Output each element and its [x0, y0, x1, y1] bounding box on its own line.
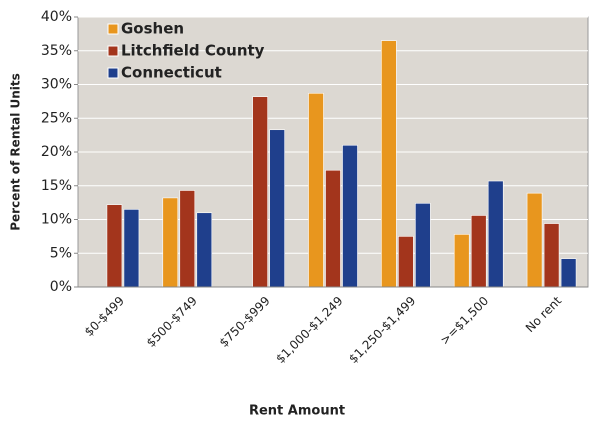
bar [325, 169, 341, 288]
legend-label: Litchfield County [121, 42, 265, 60]
bar [269, 129, 285, 288]
bar [470, 215, 487, 288]
bar [415, 203, 431, 288]
x-tick-label: $0-$499 [82, 294, 127, 339]
legend-label: Connecticut [121, 64, 222, 82]
y-tick-label: 30% [41, 77, 72, 93]
legend-swatch [107, 67, 119, 79]
bar [342, 144, 358, 288]
bar [179, 190, 196, 288]
bar [453, 234, 470, 288]
x-tick-label: No rent [523, 293, 565, 335]
x-tick-label: $500-$749 [144, 294, 200, 350]
y-tick-label: 20% [41, 144, 72, 160]
legend-label: Goshen [121, 20, 184, 38]
bar [162, 197, 179, 288]
bar [252, 96, 268, 288]
bar [526, 192, 543, 288]
legend-swatch [107, 45, 119, 57]
x-tick-label: $1,000-$1,249 [273, 294, 345, 366]
bar [398, 236, 414, 288]
bar [123, 209, 140, 288]
legend-swatch [107, 23, 119, 35]
bar [543, 223, 560, 288]
y-tick-label: 5% [50, 245, 72, 261]
y-tick-label: 15% [41, 178, 72, 194]
y-tick-label: 10% [41, 212, 72, 228]
y-tick-label: 40% [41, 9, 72, 25]
x-tick-label: $750-$999 [217, 294, 273, 350]
bar [196, 212, 213, 288]
y-tick-label: 0% [50, 279, 72, 295]
y-tick-label: 25% [41, 110, 72, 126]
x-tick-label: >=$1,500 [437, 294, 491, 348]
bar [308, 92, 324, 288]
bar [381, 40, 397, 288]
x-tick-label: $1,250-$1,499 [346, 294, 418, 366]
y-axis-label: Percent of Rental Units [9, 73, 23, 231]
bar [560, 258, 577, 288]
y-tick-label: 35% [41, 43, 72, 59]
bar [106, 204, 123, 288]
bar [487, 180, 504, 288]
x-axis-label: Rent Amount [249, 404, 345, 419]
